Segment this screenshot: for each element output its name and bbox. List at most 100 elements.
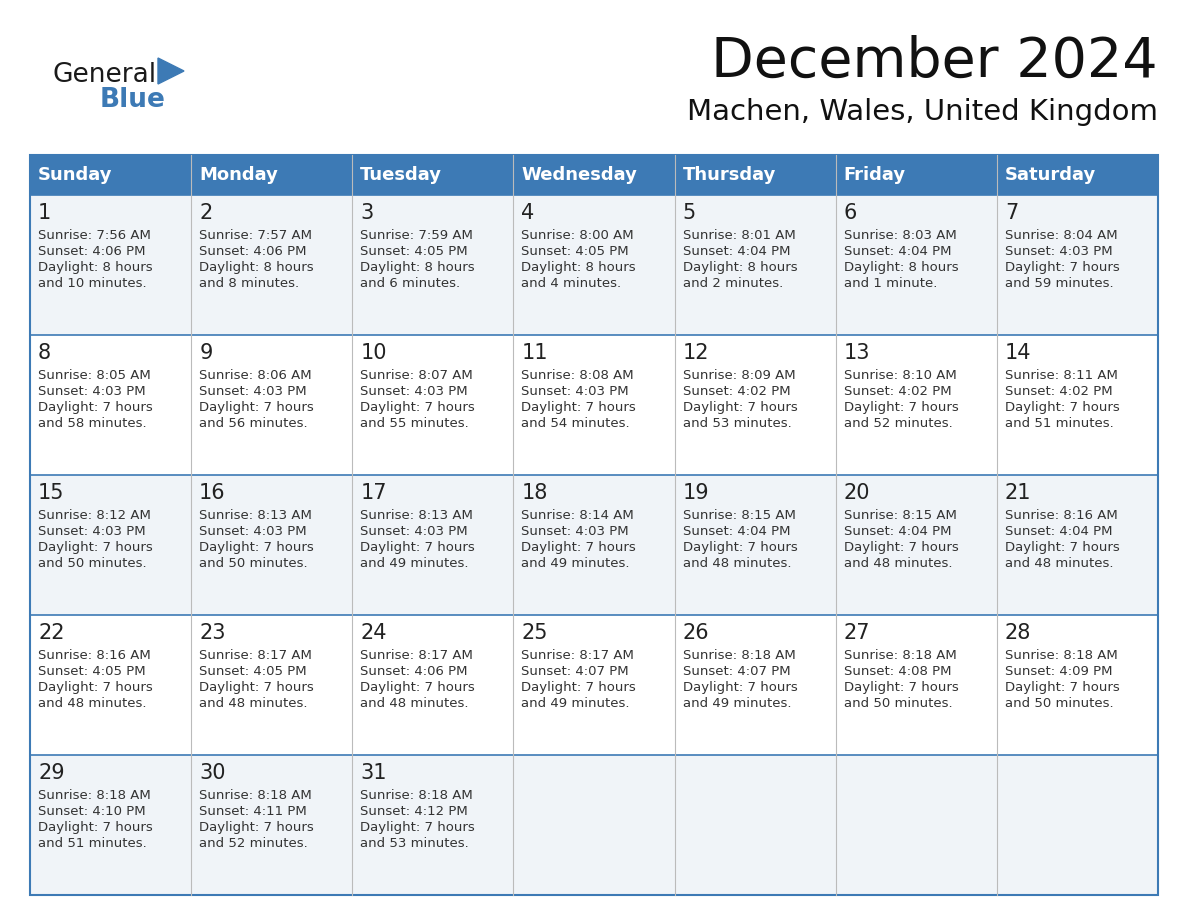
Text: Sunset: 4:11 PM: Sunset: 4:11 PM [200,805,307,818]
Text: Daylight: 8 hours: Daylight: 8 hours [683,261,797,274]
Text: 7: 7 [1005,203,1018,223]
Text: Sunset: 4:07 PM: Sunset: 4:07 PM [683,665,790,678]
Text: Daylight: 8 hours: Daylight: 8 hours [522,261,636,274]
Text: Daylight: 7 hours: Daylight: 7 hours [522,681,637,694]
Bar [30,615,1158,755]
Text: 31: 31 [360,763,387,783]
Text: 18: 18 [522,483,548,503]
Text: Sunrise: 8:01 AM: Sunrise: 8:01 AM [683,229,795,242]
Text: and 2 minutes.: and 2 minutes. [683,277,783,290]
Text: Sunrise: 7:59 AM: Sunrise: 7:59 AM [360,229,473,242]
Text: Sunset: 4:04 PM: Sunset: 4:04 PM [683,245,790,258]
Bar [30,155,1158,895]
Text: and 53 minutes.: and 53 minutes. [360,837,469,850]
Text: 26: 26 [683,623,709,643]
Text: 17: 17 [360,483,387,503]
Text: Sunset: 4:06 PM: Sunset: 4:06 PM [38,245,145,258]
Bar [30,155,191,195]
Text: Sunset: 4:07 PM: Sunset: 4:07 PM [522,665,630,678]
Bar [30,755,1158,895]
Text: and 58 minutes.: and 58 minutes. [38,417,146,430]
Text: Daylight: 7 hours: Daylight: 7 hours [1005,401,1119,414]
Text: and 52 minutes.: and 52 minutes. [843,417,953,430]
Text: Sunset: 4:03 PM: Sunset: 4:03 PM [1005,245,1112,258]
Text: Sunrise: 8:06 AM: Sunrise: 8:06 AM [200,369,311,382]
Text: Sunset: 4:05 PM: Sunset: 4:05 PM [522,245,630,258]
Bar [191,155,353,195]
Text: Sunrise: 8:17 AM: Sunrise: 8:17 AM [360,649,473,662]
Text: Daylight: 8 hours: Daylight: 8 hours [38,261,152,274]
Text: 24: 24 [360,623,387,643]
Text: 11: 11 [522,343,548,363]
Text: and 50 minutes.: and 50 minutes. [38,557,146,570]
Text: 29: 29 [38,763,64,783]
Text: Sunrise: 8:17 AM: Sunrise: 8:17 AM [522,649,634,662]
Text: Sunrise: 8:10 AM: Sunrise: 8:10 AM [843,369,956,382]
Text: Daylight: 8 hours: Daylight: 8 hours [360,261,475,274]
Bar [997,155,1158,195]
Text: Friday: Friday [843,166,905,184]
Text: Daylight: 7 hours: Daylight: 7 hours [200,821,314,834]
Text: 10: 10 [360,343,387,363]
Text: Sunset: 4:04 PM: Sunset: 4:04 PM [843,525,952,538]
Text: 25: 25 [522,623,548,643]
Text: Daylight: 7 hours: Daylight: 7 hours [522,541,637,554]
Text: and 51 minutes.: and 51 minutes. [38,837,147,850]
Text: Thursday: Thursday [683,166,776,184]
Text: Sunrise: 7:57 AM: Sunrise: 7:57 AM [200,229,312,242]
Bar [30,475,1158,615]
Text: Daylight: 8 hours: Daylight: 8 hours [843,261,959,274]
Text: and 1 minute.: and 1 minute. [843,277,937,290]
Text: Sunrise: 8:08 AM: Sunrise: 8:08 AM [522,369,634,382]
Text: Daylight: 7 hours: Daylight: 7 hours [38,681,153,694]
Text: Daylight: 7 hours: Daylight: 7 hours [360,401,475,414]
Text: Sunrise: 8:13 AM: Sunrise: 8:13 AM [200,509,312,522]
Text: and 48 minutes.: and 48 minutes. [38,697,146,710]
Text: Daylight: 7 hours: Daylight: 7 hours [200,541,314,554]
Text: Sunrise: 8:13 AM: Sunrise: 8:13 AM [360,509,473,522]
Text: 8: 8 [38,343,51,363]
Text: 15: 15 [38,483,64,503]
Text: 1: 1 [38,203,51,223]
Text: Sunset: 4:02 PM: Sunset: 4:02 PM [683,385,790,398]
Text: and 8 minutes.: and 8 minutes. [200,277,299,290]
Text: Sunrise: 8:09 AM: Sunrise: 8:09 AM [683,369,795,382]
Text: Sunrise: 8:18 AM: Sunrise: 8:18 AM [683,649,795,662]
Text: 9: 9 [200,343,213,363]
Text: Daylight: 7 hours: Daylight: 7 hours [360,821,475,834]
Text: and 48 minutes.: and 48 minutes. [200,697,308,710]
Text: Sunset: 4:03 PM: Sunset: 4:03 PM [522,385,630,398]
Text: 22: 22 [38,623,64,643]
Text: 21: 21 [1005,483,1031,503]
Text: Sunrise: 8:07 AM: Sunrise: 8:07 AM [360,369,473,382]
Text: Monday: Monday [200,166,278,184]
Text: Sunset: 4:03 PM: Sunset: 4:03 PM [522,525,630,538]
Text: Sunset: 4:03 PM: Sunset: 4:03 PM [360,385,468,398]
Text: Daylight: 7 hours: Daylight: 7 hours [1005,541,1119,554]
Text: Daylight: 7 hours: Daylight: 7 hours [683,541,797,554]
Text: and 49 minutes.: and 49 minutes. [522,557,630,570]
Text: Sunset: 4:12 PM: Sunset: 4:12 PM [360,805,468,818]
Text: and 52 minutes.: and 52 minutes. [200,837,308,850]
Text: Sunset: 4:06 PM: Sunset: 4:06 PM [360,665,468,678]
Text: 27: 27 [843,623,871,643]
Text: and 48 minutes.: and 48 minutes. [683,557,791,570]
Text: Sunrise: 8:14 AM: Sunrise: 8:14 AM [522,509,634,522]
Text: Tuesday: Tuesday [360,166,442,184]
Text: Sunrise: 8:18 AM: Sunrise: 8:18 AM [1005,649,1118,662]
Text: Daylight: 7 hours: Daylight: 7 hours [843,401,959,414]
Text: and 49 minutes.: and 49 minutes. [360,557,469,570]
Text: and 59 minutes.: and 59 minutes. [1005,277,1113,290]
Text: Daylight: 7 hours: Daylight: 7 hours [200,681,314,694]
Text: Sunset: 4:02 PM: Sunset: 4:02 PM [1005,385,1112,398]
Text: Sunset: 4:03 PM: Sunset: 4:03 PM [38,525,146,538]
Text: Daylight: 7 hours: Daylight: 7 hours [200,401,314,414]
Text: Daylight: 7 hours: Daylight: 7 hours [843,541,959,554]
Text: 6: 6 [843,203,857,223]
Text: and 56 minutes.: and 56 minutes. [200,417,308,430]
Text: Daylight: 7 hours: Daylight: 7 hours [522,401,637,414]
Text: December 2024: December 2024 [712,35,1158,89]
Text: Machen, Wales, United Kingdom: Machen, Wales, United Kingdom [687,98,1158,126]
Text: Daylight: 7 hours: Daylight: 7 hours [38,541,153,554]
Text: 5: 5 [683,203,696,223]
